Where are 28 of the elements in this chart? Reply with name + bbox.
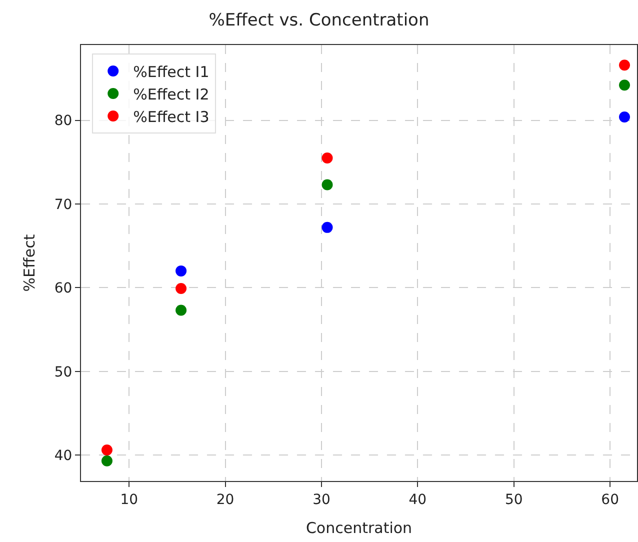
point bbox=[618, 111, 630, 122]
point bbox=[101, 455, 112, 466]
legend-label: %Effect I2 bbox=[133, 85, 210, 104]
point bbox=[322, 222, 333, 233]
x-tick-label: 20 bbox=[216, 492, 234, 508]
y-axis-title: %Effect bbox=[20, 234, 39, 292]
chart-title: %Effect vs. Concentration bbox=[208, 10, 430, 30]
x-tick-label: 30 bbox=[312, 492, 330, 508]
x-tick-label: 50 bbox=[504, 492, 523, 508]
point bbox=[322, 152, 333, 164]
x-tick-label: 60 bbox=[601, 492, 619, 508]
legend-label: %Effect I3 bbox=[133, 108, 210, 126]
point bbox=[176, 283, 187, 294]
y-tick-label: 40 bbox=[54, 448, 72, 464]
point bbox=[322, 179, 333, 190]
y-tick-label: 80 bbox=[54, 113, 72, 130]
y-tick-label: 50 bbox=[54, 364, 72, 380]
point bbox=[176, 265, 187, 276]
point bbox=[176, 304, 187, 316]
point bbox=[618, 60, 630, 71]
y-tick-label: 70 bbox=[54, 196, 72, 213]
point bbox=[618, 80, 630, 91]
x-tick-label: 40 bbox=[408, 492, 427, 508]
x-axis-title: Concentration bbox=[306, 518, 412, 537]
x-tick-label: 10 bbox=[120, 492, 138, 508]
point bbox=[101, 444, 112, 456]
y-tick-label: 60 bbox=[54, 280, 72, 297]
legend-label: %Effect I1 bbox=[133, 62, 210, 81]
